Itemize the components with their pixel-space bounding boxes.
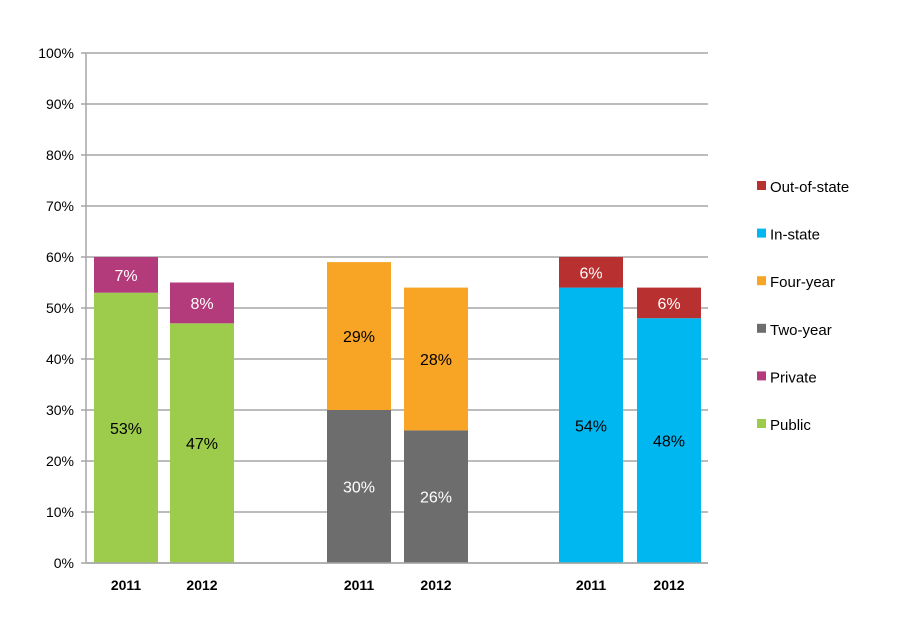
data-label: 26% — [420, 490, 452, 507]
legend-swatch — [757, 228, 766, 238]
data-label: 48% — [653, 434, 685, 451]
y-tick-label: 40% — [46, 351, 74, 367]
y-tick-label: 10% — [46, 504, 74, 520]
x-tick-label: 2012 — [420, 577, 451, 593]
data-label: 6% — [657, 296, 680, 313]
x-tick-label: 2011 — [111, 577, 142, 593]
y-axis: 0% 10% 20% 30% 40% 50% 60% 70% 80% 90% 100% — [38, 45, 87, 571]
legend-swatch — [757, 419, 766, 428]
data-label: 7% — [114, 268, 137, 285]
data-label: 29% — [343, 329, 375, 346]
bar-segment-four-year — [327, 262, 391, 410]
bar-segment-private — [94, 257, 158, 293]
data-label: 54% — [575, 418, 607, 435]
legend-label: Four-year — [770, 274, 835, 291]
bar-segment-out-of-state — [559, 257, 623, 288]
y-tick-label: 100% — [38, 45, 74, 61]
legend-label: Private — [770, 369, 817, 386]
y-tick-label: 60% — [46, 249, 74, 265]
y-tick-label: 30% — [46, 402, 74, 418]
legend-label: Public — [770, 417, 811, 434]
bar-segment-in-state — [637, 318, 701, 563]
data-label: 28% — [420, 352, 452, 369]
y-tick-label: 70% — [46, 198, 74, 214]
bar-segment-out-of-state — [637, 287, 701, 319]
y-tick-label: 20% — [46, 453, 74, 469]
x-tick-label: 2012 — [653, 577, 684, 593]
data-label: 47% — [186, 436, 218, 453]
data-label: 53% — [110, 421, 142, 438]
y-tick-label: 0% — [54, 555, 74, 571]
y-tick-label: 50% — [46, 300, 74, 316]
bars: 53% 7% 47% 8% 30% 29% 26% 28% 54% 6% 48% 6% — [94, 257, 701, 563]
legend-swatch — [757, 276, 766, 286]
data-label: 6% — [579, 265, 602, 282]
legend-label: Out-of-state — [770, 179, 849, 196]
x-tick-label: 2011 — [576, 577, 607, 593]
bar-segment-private — [170, 282, 234, 324]
bar-segment-four-year — [404, 287, 468, 431]
data-label: 30% — [343, 480, 375, 497]
legend: Out-of-state In-state Four-year Two-year Pri… — [757, 179, 849, 434]
y-tick-label: 90% — [46, 96, 74, 112]
legend-swatch — [757, 323, 766, 333]
x-tick-label: 2012 — [186, 577, 217, 593]
x-tick-label: 2011 — [344, 577, 375, 593]
legend-label: In-state — [770, 227, 820, 244]
bar-segment-public — [94, 292, 158, 563]
data-label: 8% — [190, 296, 213, 313]
y-tick-label: 80% — [46, 147, 74, 163]
legend-label: Two-year — [770, 322, 832, 339]
x-axis: 2011 2012 2011 2012 2011 2012 — [86, 562, 708, 593]
bar-segment-two-year — [327, 410, 391, 563]
bar-segment-two-year — [404, 430, 468, 563]
legend-swatch — [757, 371, 766, 381]
bar-segment-in-state — [559, 287, 623, 563]
legend-swatch — [757, 181, 766, 190]
bar-segment-public — [170, 323, 234, 563]
